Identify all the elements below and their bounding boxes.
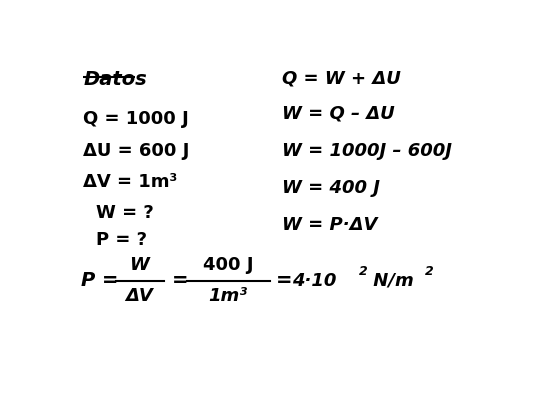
Text: W: W — [129, 256, 149, 274]
Text: ΔV: ΔV — [125, 287, 153, 305]
Text: 1m³: 1m³ — [209, 287, 248, 305]
Text: W = Q – ΔU: W = Q – ΔU — [282, 105, 395, 123]
Text: ΔU = 600 J: ΔU = 600 J — [83, 142, 190, 160]
Text: 400 J: 400 J — [203, 256, 254, 274]
Text: N/m: N/m — [367, 272, 413, 290]
Text: Datos: Datos — [83, 70, 147, 88]
Text: W = 1000J – 600J: W = 1000J – 600J — [282, 142, 452, 160]
Text: =: = — [276, 271, 292, 290]
Text: 2: 2 — [358, 265, 367, 278]
Text: W = 400 J: W = 400 J — [282, 179, 380, 197]
Text: Q = 1000 J: Q = 1000 J — [83, 110, 189, 128]
Text: W = ?: W = ? — [96, 204, 153, 222]
Text: =: = — [172, 271, 189, 290]
Text: ΔV = 1m³: ΔV = 1m³ — [83, 173, 177, 191]
Text: Q = W + ΔU: Q = W + ΔU — [282, 70, 401, 88]
Text: 2: 2 — [425, 265, 434, 278]
Text: P = ?: P = ? — [96, 231, 147, 249]
Text: W = P·ΔV: W = P·ΔV — [282, 216, 378, 234]
Text: P =: P = — [81, 271, 119, 290]
Text: 4·10: 4·10 — [292, 272, 336, 290]
